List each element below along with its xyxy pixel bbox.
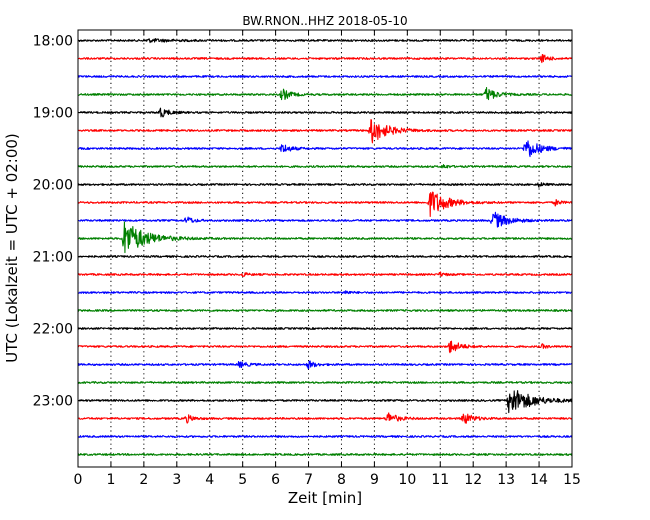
trace-row <box>77 381 573 384</box>
trace-row <box>77 309 573 312</box>
trace-row <box>77 221 573 254</box>
x-tick-label: 2 <box>139 472 148 488</box>
trace-row <box>77 87 573 101</box>
trace-row <box>77 75 573 78</box>
trace-row <box>77 360 573 370</box>
x-ticks: 0 1 2 3 4 5 6 7 8 9 10 11 12 13 14 15 <box>74 30 581 488</box>
x-tick-label: 4 <box>205 472 214 488</box>
x-tick-label: 10 <box>398 472 416 488</box>
trace-row <box>77 38 573 44</box>
trace-row <box>77 412 573 424</box>
trace-row <box>77 211 573 228</box>
y-tick-label: 22:00 <box>33 322 73 338</box>
trace-row <box>77 53 573 64</box>
x-tick-label: 12 <box>464 472 482 488</box>
x-tick-label: 9 <box>370 472 379 488</box>
trace-row <box>77 453 573 456</box>
y-tick-label: 20:00 <box>33 178 73 194</box>
trace-row <box>77 119 573 144</box>
trace-row <box>77 340 573 354</box>
y-ticks: 18:00 19:00 20:00 21:00 22:00 23:00 <box>33 34 572 410</box>
trace-row <box>77 271 573 277</box>
x-tick-label: 8 <box>337 472 346 488</box>
x-tick-label: 6 <box>271 472 280 488</box>
trace-row <box>77 255 573 258</box>
x-tick-label: 0 <box>74 472 83 488</box>
trace-row <box>77 107 573 118</box>
x-tick-label: 14 <box>530 472 548 488</box>
x-tick-label: 13 <box>497 472 515 488</box>
y-tick-label: 18:00 <box>33 34 73 50</box>
x-tick-label: 15 <box>563 472 581 488</box>
y-tick-label: 23:00 <box>33 394 73 410</box>
x-axis-label: Zeit [min] <box>288 489 362 507</box>
trace-row <box>77 191 573 218</box>
x-tick-label: 7 <box>304 472 313 488</box>
plot-frame <box>77 29 573 468</box>
trace-row <box>77 327 573 330</box>
x-tick-label: 5 <box>238 472 247 488</box>
trace-layer <box>77 38 573 456</box>
y-axis-label: UTC (Lokalzeit = UTC + 02:00) <box>3 133 21 363</box>
y-tick-label: 19:00 <box>33 106 73 122</box>
trace-row <box>77 290 573 295</box>
x-tick-label: 11 <box>431 472 449 488</box>
trace-row <box>77 390 573 414</box>
trace-row <box>77 182 573 188</box>
chart-title: BW.RNON..HHZ 2018-05-10 <box>242 14 407 28</box>
x-tick-label: 3 <box>172 472 181 488</box>
y-tick-label: 21:00 <box>33 250 73 266</box>
trace-row <box>77 164 573 169</box>
trace-row <box>77 435 573 438</box>
x-tick-label: 1 <box>106 472 115 488</box>
trace-row <box>77 140 573 158</box>
